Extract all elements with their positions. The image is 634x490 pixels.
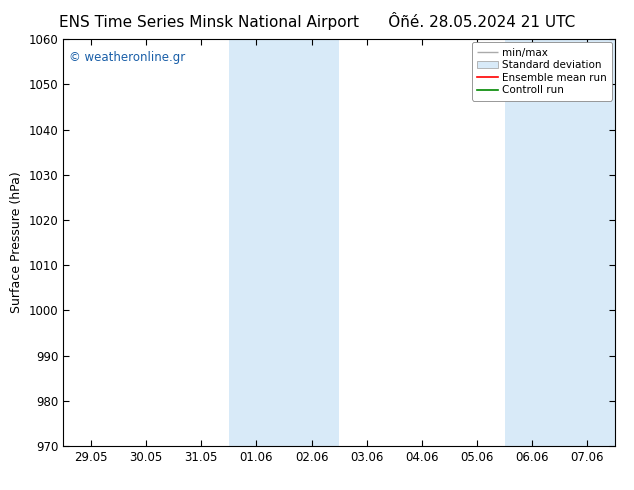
Legend: min/max, Standard deviation, Ensemble mean run, Controll run: min/max, Standard deviation, Ensemble me… (472, 42, 612, 100)
Bar (505, 39, 615, 446)
Y-axis label: Surface Pressure (hPa): Surface Pressure (hPa) (10, 172, 23, 314)
Text: ENS Time Series Minsk National Airport      Ôñé. 28.05.2024 21 UTC: ENS Time Series Minsk National Airport Ô… (59, 12, 575, 30)
Bar (229, 39, 339, 446)
Text: © weatheronline.gr: © weatheronline.gr (69, 51, 185, 64)
